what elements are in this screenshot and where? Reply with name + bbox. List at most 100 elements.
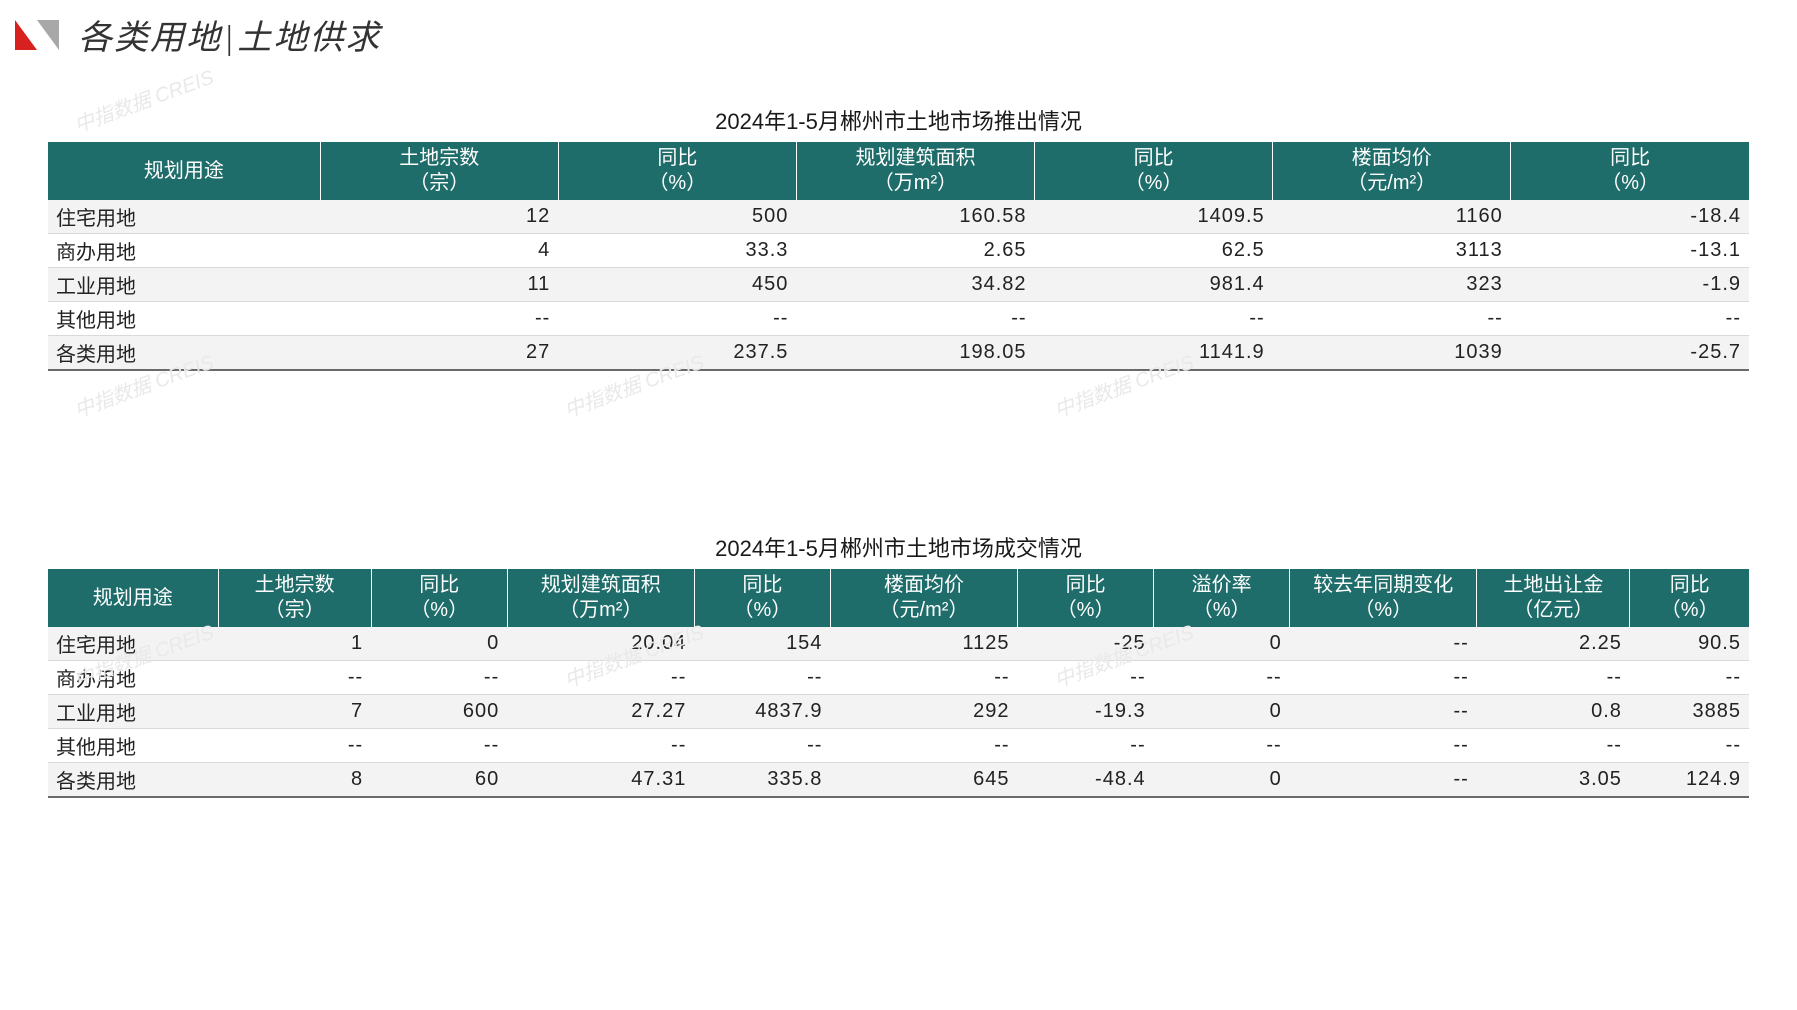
cell-value: -- bbox=[1477, 729, 1630, 763]
cell-value: 62.5 bbox=[1035, 234, 1273, 268]
cell-value: -25 bbox=[1018, 627, 1154, 661]
logo-icon bbox=[15, 20, 60, 50]
row-label: 工业用地 bbox=[48, 268, 320, 302]
cell-value: 7 bbox=[218, 695, 371, 729]
column-header: 同比（%） bbox=[694, 569, 830, 627]
table-row: 各类用地27237.5198.051141.91039-25.7 bbox=[48, 336, 1749, 371]
cell-value: -- bbox=[1630, 729, 1749, 763]
cell-value: 20.04 bbox=[507, 627, 694, 661]
table1-wrap: 规划用途土地宗数（宗）同比（%）规划建筑面积（万m²）同比（%）楼面均价（元/m… bbox=[0, 142, 1797, 371]
cell-value: 292 bbox=[830, 695, 1017, 729]
cell-value: -1.9 bbox=[1511, 268, 1749, 302]
cell-value: 981.4 bbox=[1035, 268, 1273, 302]
row-label: 工业用地 bbox=[48, 695, 218, 729]
title-left: 各类用地 bbox=[78, 20, 222, 57]
table-row: 工业用地1145034.82981.4323-1.9 bbox=[48, 268, 1749, 302]
cell-value: -- bbox=[1290, 661, 1477, 695]
cell-value: 1409.5 bbox=[1035, 200, 1273, 234]
title-right: 土地供求 bbox=[237, 20, 381, 57]
column-header: 同比（%） bbox=[1018, 569, 1154, 627]
row-label: 其他用地 bbox=[48, 729, 218, 763]
cell-value: 27 bbox=[320, 336, 558, 371]
column-header: 同比（%） bbox=[1511, 142, 1749, 200]
cell-value: 335.8 bbox=[694, 763, 830, 798]
cell-value: 4 bbox=[320, 234, 558, 268]
table-row: 其他用地------------ bbox=[48, 302, 1749, 336]
column-header: 楼面均价（元/m²） bbox=[830, 569, 1017, 627]
column-header: 同比（%） bbox=[1035, 142, 1273, 200]
cell-value: 0 bbox=[1154, 695, 1290, 729]
cell-value: 60 bbox=[371, 763, 507, 798]
cell-value: -- bbox=[371, 661, 507, 695]
cell-value: 0 bbox=[1154, 763, 1290, 798]
cell-value: 450 bbox=[558, 268, 796, 302]
column-header: 规划建筑面积（万m²） bbox=[796, 142, 1034, 200]
column-header: 同比（%） bbox=[371, 569, 507, 627]
table-row: 商办用地-------------------- bbox=[48, 661, 1749, 695]
table-row: 其他用地-------------------- bbox=[48, 729, 1749, 763]
cell-value: -- bbox=[1273, 302, 1511, 336]
cell-value: -- bbox=[1154, 661, 1290, 695]
column-header: 同比（%） bbox=[1630, 569, 1749, 627]
cell-value: -- bbox=[320, 302, 558, 336]
cell-value: -48.4 bbox=[1018, 763, 1154, 798]
cell-value: -- bbox=[218, 729, 371, 763]
cell-value: 154 bbox=[694, 627, 830, 661]
cell-value: 11 bbox=[320, 268, 558, 302]
cell-value: -18.4 bbox=[1511, 200, 1749, 234]
column-header: 溢价率（%） bbox=[1154, 569, 1290, 627]
cell-value: 2.25 bbox=[1477, 627, 1630, 661]
row-label: 住宅用地 bbox=[48, 200, 320, 234]
column-header: 楼面均价（元/m²） bbox=[1273, 142, 1511, 200]
page-title: 各类用地|土地供求 bbox=[78, 10, 381, 59]
title-separator: | bbox=[224, 20, 235, 57]
column-header: 土地宗数（宗） bbox=[320, 142, 558, 200]
cell-value: 160.58 bbox=[796, 200, 1034, 234]
cell-value: -- bbox=[694, 729, 830, 763]
row-label: 其他用地 bbox=[48, 302, 320, 336]
cell-value: -13.1 bbox=[1511, 234, 1749, 268]
cell-value: 34.82 bbox=[796, 268, 1034, 302]
column-header: 同比（%） bbox=[558, 142, 796, 200]
table-row: 工业用地760027.274837.9292-19.30--0.83885 bbox=[48, 695, 1749, 729]
cell-value: -- bbox=[218, 661, 371, 695]
cell-value: -- bbox=[1154, 729, 1290, 763]
table-transaction: 规划用途土地宗数（宗）同比（%）规划建筑面积（万m²）同比（%）楼面均价（元/m… bbox=[48, 569, 1749, 798]
cell-value: 27.27 bbox=[507, 695, 694, 729]
cell-value: 198.05 bbox=[796, 336, 1034, 371]
page-header: 各类用地|土地供求 bbox=[0, 0, 1797, 69]
cell-value: 4837.9 bbox=[694, 695, 830, 729]
cell-value: 0 bbox=[371, 627, 507, 661]
cell-value: -- bbox=[694, 661, 830, 695]
cell-value: -- bbox=[1511, 302, 1749, 336]
cell-value: -- bbox=[1290, 763, 1477, 798]
cell-value: -- bbox=[558, 302, 796, 336]
cell-value: -- bbox=[507, 729, 694, 763]
cell-value: 323 bbox=[1273, 268, 1511, 302]
cell-value: 0.8 bbox=[1477, 695, 1630, 729]
column-header: 土地出让金（亿元） bbox=[1477, 569, 1630, 627]
cell-value: 3.05 bbox=[1477, 763, 1630, 798]
row-label: 住宅用地 bbox=[48, 627, 218, 661]
table2-wrap: 规划用途土地宗数（宗）同比（%）规划建筑面积（万m²）同比（%）楼面均价（元/m… bbox=[0, 569, 1797, 798]
table2-title: 2024年1-5月郴州市土地市场成交情况 bbox=[0, 531, 1797, 563]
cell-value: 47.31 bbox=[507, 763, 694, 798]
cell-value: 12 bbox=[320, 200, 558, 234]
cell-value: -- bbox=[1290, 695, 1477, 729]
cell-value: -- bbox=[507, 661, 694, 695]
table-row: 住宅用地12500160.581409.51160-18.4 bbox=[48, 200, 1749, 234]
cell-value: -- bbox=[830, 661, 1017, 695]
cell-value: -19.3 bbox=[1018, 695, 1154, 729]
cell-value: 1160 bbox=[1273, 200, 1511, 234]
row-label: 商办用地 bbox=[48, 234, 320, 268]
cell-value: 1039 bbox=[1273, 336, 1511, 371]
table-row: 商办用地433.32.6562.53113-13.1 bbox=[48, 234, 1749, 268]
column-header: 土地宗数（宗） bbox=[218, 569, 371, 627]
cell-value: 1 bbox=[218, 627, 371, 661]
cell-value: 500 bbox=[558, 200, 796, 234]
cell-value: 1141.9 bbox=[1035, 336, 1273, 371]
row-label: 商办用地 bbox=[48, 661, 218, 695]
cell-value: -- bbox=[1290, 729, 1477, 763]
column-header: 规划建筑面积（万m²） bbox=[507, 569, 694, 627]
cell-value: -- bbox=[1477, 661, 1630, 695]
